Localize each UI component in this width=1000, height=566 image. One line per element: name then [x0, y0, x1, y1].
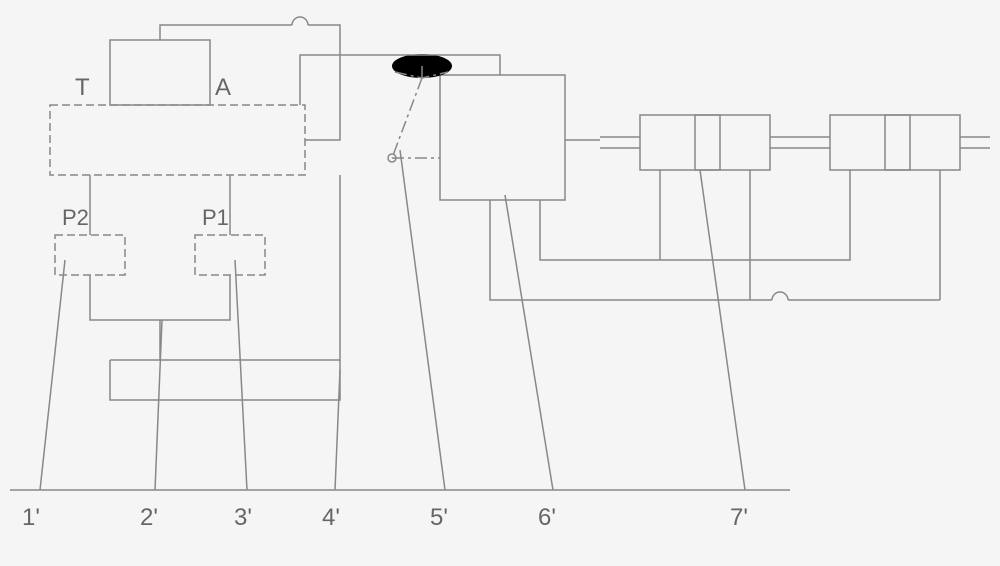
label-P2: P2 — [62, 205, 89, 230]
line-steer-out1 — [490, 200, 772, 300]
steering-box — [440, 75, 565, 200]
callout-line-1 — [40, 260, 65, 490]
hydraulic-schematic: T A P2 P1 1' 2' 3' 4' 5' 6' 7' — [0, 0, 1000, 566]
steering-shaft — [392, 78, 422, 158]
label-T: T — [75, 74, 90, 101]
label-A: A — [215, 74, 231, 101]
cylinder-2-piston — [885, 115, 910, 170]
main-valve-box — [50, 105, 305, 175]
callout-5: 5' — [430, 504, 448, 531]
jump-arc-1 — [292, 17, 308, 25]
line-res-side — [110, 175, 340, 360]
cylinder-1-body — [640, 115, 770, 170]
line-top-jump — [160, 25, 292, 40]
callout-7: 7' — [730, 504, 748, 531]
line-steer-out2 — [540, 170, 850, 260]
callout-line-6 — [505, 195, 553, 490]
callout-line-3 — [235, 260, 247, 490]
cylinder-2-body — [830, 115, 960, 170]
line-pump-join — [90, 275, 230, 320]
pump-left-box — [55, 235, 125, 275]
callout-line-7 — [700, 170, 745, 490]
cylinder-1-piston — [695, 115, 720, 170]
callout-line-4 — [335, 370, 340, 490]
label-P1: P1 — [202, 205, 229, 230]
callout-4: 4' — [322, 504, 340, 531]
callout-3: 3' — [234, 504, 252, 531]
callout-6: 6' — [538, 504, 556, 531]
line-res-bottom — [110, 360, 340, 400]
tank-box — [110, 40, 210, 105]
callout-line-5 — [400, 150, 445, 490]
line-top-return — [305, 25, 340, 140]
callout-2: 2' — [140, 504, 158, 531]
pump-right-box — [195, 235, 265, 275]
callout-1: 1' — [22, 504, 40, 531]
jump-arc-2 — [772, 292, 788, 300]
callout-line-2 — [155, 320, 162, 490]
